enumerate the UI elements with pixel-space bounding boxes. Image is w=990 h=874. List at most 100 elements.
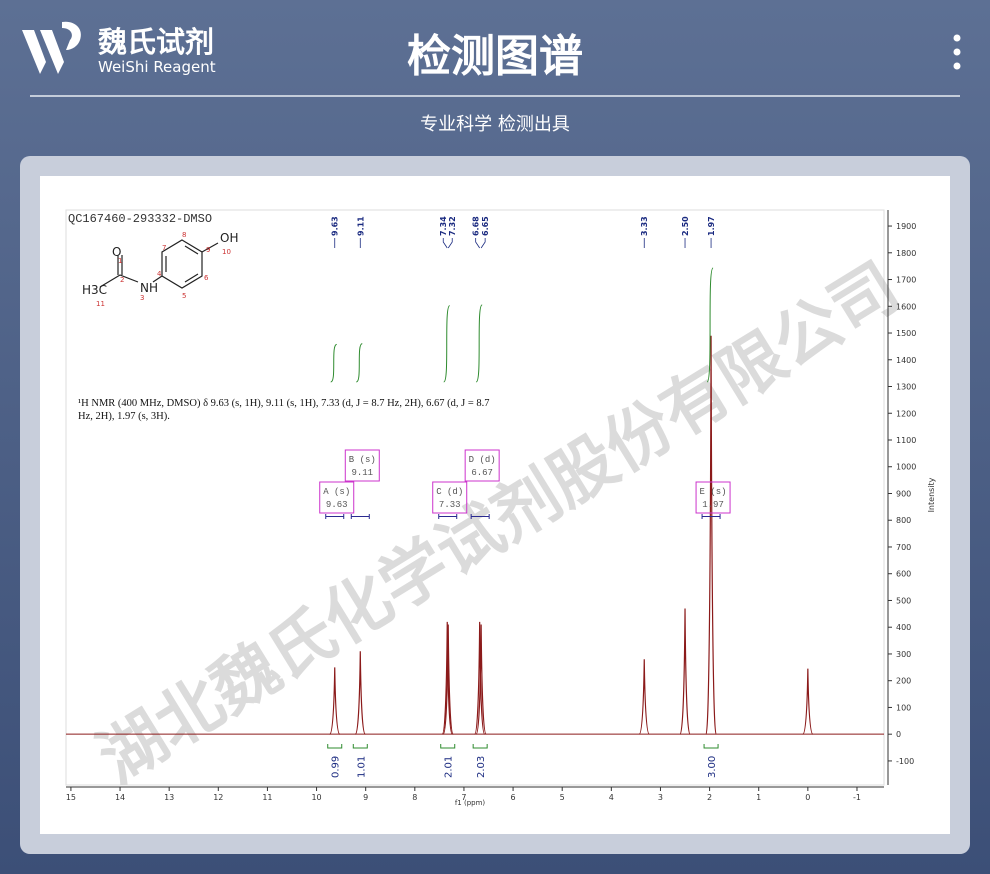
integral-label: 0.99 (331, 756, 342, 778)
peak-label: 1.97 (707, 216, 716, 236)
peak (679, 608, 691, 735)
multiplet-name: A (s) (323, 487, 350, 497)
integral-bracket (440, 744, 456, 749)
multiplet-name: D (d) (469, 455, 496, 465)
x-axis-label: f1 (ppm) (455, 799, 486, 807)
atom-number: 7 (162, 244, 166, 252)
x-tick-label: 1 (756, 793, 761, 802)
atom-number: 9 (206, 246, 210, 254)
atom-number: 5 (182, 292, 186, 300)
x-tick-label: -1 (853, 793, 861, 802)
y-tick-label: 1600 (896, 302, 916, 311)
multiplet-box (319, 481, 355, 514)
integral-curve (706, 267, 714, 383)
y-tick-label: 700 (896, 543, 911, 552)
page-title: 检测图谱 (407, 31, 583, 82)
integral-label: 1.01 (356, 756, 367, 778)
nmr-description: ¹H NMR (400 MHz, DMSO) δ 9.63 (s, 1H), 9… (78, 398, 490, 422)
integral-curve (355, 343, 363, 383)
y-tick-label: 800 (896, 516, 911, 525)
y-tick-label: 1000 (896, 463, 916, 472)
multiplet-name: C (d) (436, 487, 463, 497)
peak-label: 9.11 (356, 216, 365, 236)
y-tick-label: 1700 (896, 276, 916, 285)
integral-label: 3.00 (707, 756, 718, 778)
multiplet-shift: 7.33 (439, 500, 461, 510)
multiplet-shift: 6.67 (471, 468, 493, 478)
logo (22, 21, 81, 75)
x-tick-label: 15 (66, 793, 76, 802)
x-tick-label: 6 (511, 793, 516, 802)
multiplet-shift: 9.11 (351, 468, 373, 478)
y-tick-label: 1900 (896, 222, 916, 231)
multiplet-name: E (s) (700, 487, 727, 497)
peak (802, 668, 814, 735)
atom-number: 10 (222, 248, 231, 256)
atom-number: 1 (118, 257, 122, 265)
peak-label: 7.32 (448, 216, 457, 236)
integral-bracket (472, 744, 488, 749)
multiplet-range (438, 514, 458, 519)
multiplet-shift: 1.97 (702, 500, 724, 510)
y-tick-label: 100 (896, 703, 911, 712)
atom-number: 3 (140, 294, 144, 302)
x-tick-label: 7 (461, 793, 466, 802)
multiplet-box (344, 449, 380, 482)
y-tick-label: 900 (896, 489, 911, 498)
integral-curve (475, 304, 483, 383)
y-tick-label: 200 (896, 677, 911, 686)
peak (442, 624, 454, 735)
integral-bracket (703, 744, 719, 749)
multiplet-name: B (s) (349, 455, 376, 465)
x-tick-label: 8 (412, 793, 417, 802)
molecule (99, 239, 219, 289)
peak (705, 335, 717, 735)
peak-label: 2.50 (681, 216, 690, 236)
multiplet-range (470, 514, 490, 519)
spectrum-panel (40, 176, 950, 834)
integral-curve (330, 343, 338, 383)
x-tick-label: 12 (213, 793, 223, 802)
y-tick-label: 400 (896, 623, 911, 632)
atom-number: 6 (204, 274, 209, 282)
peak (354, 651, 366, 735)
x-tick-label: 14 (115, 793, 125, 802)
multiplet-range (350, 514, 370, 519)
y-tick-label: 1800 (896, 249, 916, 258)
integral-bracket (352, 744, 368, 749)
x-tick-label: 13 (164, 793, 174, 802)
peak-leader (447, 238, 453, 249)
atom-label: NH (140, 281, 158, 295)
y-tick-label: 600 (896, 570, 911, 579)
peak (441, 621, 453, 735)
y-tick-label: 1200 (896, 409, 916, 418)
x-tick-label: 3 (658, 793, 663, 802)
peak (474, 621, 486, 735)
multiplet-shift: 9.63 (326, 500, 348, 510)
chart-title: QC167460-293332-DMSO (68, 212, 212, 226)
atom-label: O (112, 245, 121, 259)
menu-button[interactable] (953, 34, 961, 70)
subtitle: 专业科学 检测出具 (420, 114, 570, 135)
peak (329, 667, 341, 735)
y-tick-label: 300 (896, 650, 911, 659)
peak-leader (442, 238, 448, 249)
molecule-labels: O NH OH H3C 1 2 3 4 5 6 7 8 9 10 11 (82, 231, 238, 308)
y-tick-label: 1400 (896, 356, 916, 365)
plot-frame (65, 209, 885, 786)
peak-leader (480, 238, 486, 249)
peak-label: 7.34 (439, 216, 448, 236)
peak (475, 624, 487, 735)
x-tick-label: 10 (311, 793, 321, 802)
peak-label: 3.33 (640, 216, 649, 236)
integral-curve (443, 305, 451, 383)
atom-label: H3C (82, 283, 107, 297)
multiplet-box (464, 449, 500, 482)
integral-bracket (327, 744, 343, 749)
brand-en: WeiShi Reagent (98, 58, 216, 76)
atom-number: 8 (182, 231, 186, 239)
integral-label: 2.01 (444, 756, 455, 778)
multiplet-range (325, 514, 345, 519)
